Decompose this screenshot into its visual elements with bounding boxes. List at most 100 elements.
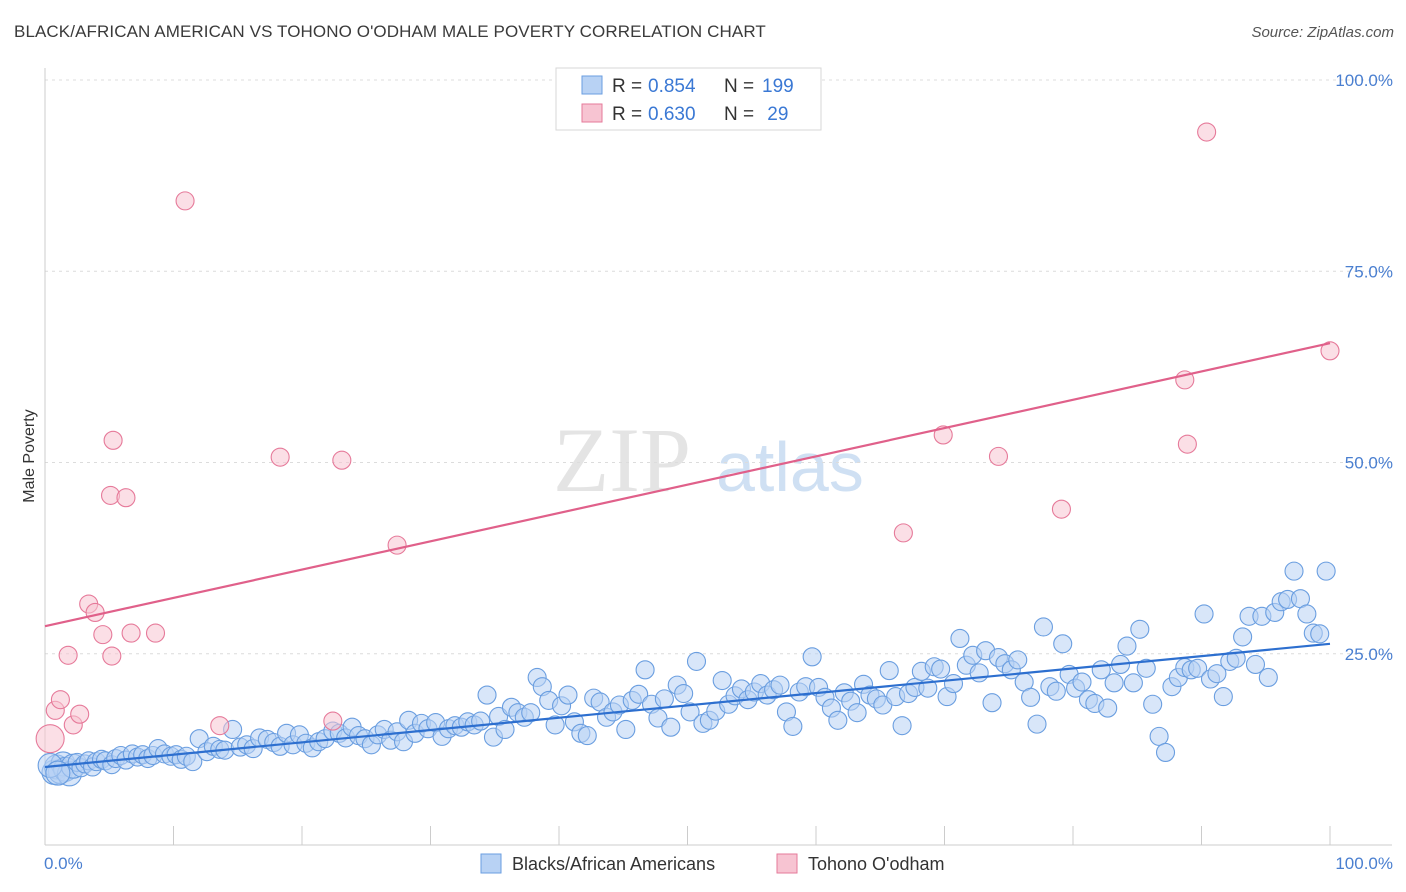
blacks-point-189 xyxy=(1207,664,1227,684)
stats-legend-n-label-blue: N = xyxy=(724,76,759,97)
tohono-point-16 xyxy=(210,716,230,736)
tohono-point-3 xyxy=(58,645,78,665)
blacks-point-108 xyxy=(686,651,707,671)
stats-legend-r-label-blue: R = xyxy=(612,76,647,97)
tohono-point-8 xyxy=(93,625,113,645)
stats-legend-n-value-pink: 29 xyxy=(762,104,788,125)
tohono-point-18 xyxy=(323,711,343,731)
blacks-point-126 xyxy=(802,647,822,667)
blacks-point-203 xyxy=(1297,604,1317,624)
blacks-point-140 xyxy=(892,716,912,736)
blacks-point-181 xyxy=(1155,742,1176,762)
chart-title: BLACK/AFRICAN AMERICAN VS TOHONO O'ODHAM… xyxy=(14,22,766,41)
tohono-point-10 xyxy=(103,430,123,450)
blacks-point-165 xyxy=(1053,634,1073,654)
blacks-point-175 xyxy=(1117,636,1137,656)
blacks-point-103 xyxy=(654,689,674,709)
stats-legend-n-value-blue: 199 xyxy=(762,76,794,97)
tohono-point-15 xyxy=(175,191,195,211)
blacks-point-201 xyxy=(1284,561,1304,581)
blacks-point-178 xyxy=(1136,658,1156,678)
blacks-point-74 xyxy=(471,711,491,731)
stats-legend-r-value-pink: 0.630 xyxy=(648,104,696,125)
trend-lines xyxy=(44,342,1331,769)
blacks-point-186 xyxy=(1188,658,1208,678)
series-legend: Blacks/African Americans Tohono O'odham xyxy=(480,853,945,874)
tohono-point-21 xyxy=(893,523,913,543)
series-tohono-points xyxy=(35,122,1340,754)
blacks-point-164 xyxy=(1046,681,1066,701)
blacks-point-97 xyxy=(616,719,636,740)
tohono-point-24 xyxy=(1051,499,1071,519)
blacks-point-146 xyxy=(931,659,951,679)
blacks-point-187 xyxy=(1194,604,1214,624)
blacks-point-154 xyxy=(982,693,1002,713)
x-tick-label-max: 100.0% xyxy=(1335,854,1393,873)
blacks-point-177 xyxy=(1130,619,1150,639)
stats-legend-n-label-pink: N = xyxy=(724,104,759,125)
series-blacks-points xyxy=(37,561,1336,787)
blacks-point-75 xyxy=(477,685,497,705)
blacks-point-82 xyxy=(521,703,541,723)
blacks-point-172 xyxy=(1098,698,1118,718)
blacks-point-104 xyxy=(661,717,681,737)
blacks-point-206 xyxy=(1316,561,1336,581)
blacks-point-149 xyxy=(950,628,970,649)
blacks-point-121 xyxy=(770,675,790,695)
blacks-point-158 xyxy=(1008,650,1028,670)
tohono-point-5 xyxy=(70,704,90,724)
blacks-point-148 xyxy=(943,674,964,694)
axes xyxy=(44,68,1392,846)
blacks-point-130 xyxy=(828,710,848,730)
y-tick-label-25: 25.0% xyxy=(1345,645,1393,664)
tohono-point-19 xyxy=(332,450,352,470)
tohono-point-2 xyxy=(50,690,70,710)
watermark: ZIP atlas xyxy=(553,409,864,511)
blacks-point-99 xyxy=(629,684,649,704)
y-tick-labels: 25.0% 50.0% 75.0% 100.0% xyxy=(1335,71,1393,664)
watermark-atlas: atlas xyxy=(716,428,864,506)
tohono-point-7 xyxy=(85,602,105,622)
legend-swatch-tohono[interactable] xyxy=(776,853,798,874)
x-tick-label-min: 0.0% xyxy=(44,854,83,873)
stats-legend-swatch-pink xyxy=(581,103,603,123)
tohono-point-23 xyxy=(988,446,1009,466)
blacks-point-88 xyxy=(558,685,578,705)
blacks-point-138 xyxy=(879,661,899,681)
stats-legend: R = 0.854 N = 199 R = 0.630 N = 29 xyxy=(555,67,822,131)
legend-swatch-blacks[interactable] xyxy=(480,853,502,874)
blacks-point-173 xyxy=(1104,673,1124,693)
legend-label-tohono[interactable]: Tohono O'odham xyxy=(808,854,945,874)
blacks-point-107 xyxy=(680,702,700,722)
blacks-point-133 xyxy=(847,703,867,723)
source-label: Source: ZipAtlas.com xyxy=(1251,24,1394,41)
y-axis-label: Male Poverty xyxy=(21,409,38,502)
tohono-point-0 xyxy=(35,724,65,754)
blacks-trend-line xyxy=(44,642,1331,769)
blacks-point-112 xyxy=(712,670,732,691)
y-tick-label-50: 50.0% xyxy=(1345,454,1393,473)
blacks-point-106 xyxy=(674,683,694,704)
legend-label-blacks[interactable]: Blacks/African Americans xyxy=(512,854,715,874)
blacks-point-190 xyxy=(1213,687,1233,707)
blacks-point-78 xyxy=(495,719,515,740)
blacks-point-152 xyxy=(969,663,989,683)
blacks-point-100 xyxy=(635,660,655,680)
stats-legend-r-value-blue: 0.854 xyxy=(648,76,696,97)
tohono-point-12 xyxy=(116,488,136,508)
tohono-point-20 xyxy=(387,535,407,555)
blacks-point-160 xyxy=(1021,687,1041,707)
x-ticks xyxy=(44,826,1331,845)
stats-legend-r-label-pink: R = xyxy=(612,104,647,125)
blacks-point-91 xyxy=(577,726,597,746)
tohono-point-17 xyxy=(270,447,290,467)
blacks-point-195 xyxy=(1245,654,1266,675)
blacks-point-86 xyxy=(545,715,565,735)
gridlines xyxy=(45,79,1392,655)
blacks-point-161 xyxy=(1027,714,1047,734)
tohono-point-28 xyxy=(1320,341,1340,361)
tohono-point-14 xyxy=(145,623,166,643)
blacks-point-197 xyxy=(1258,667,1278,688)
blacks-point-180 xyxy=(1149,726,1169,746)
watermark-zip: ZIP xyxy=(553,409,691,511)
